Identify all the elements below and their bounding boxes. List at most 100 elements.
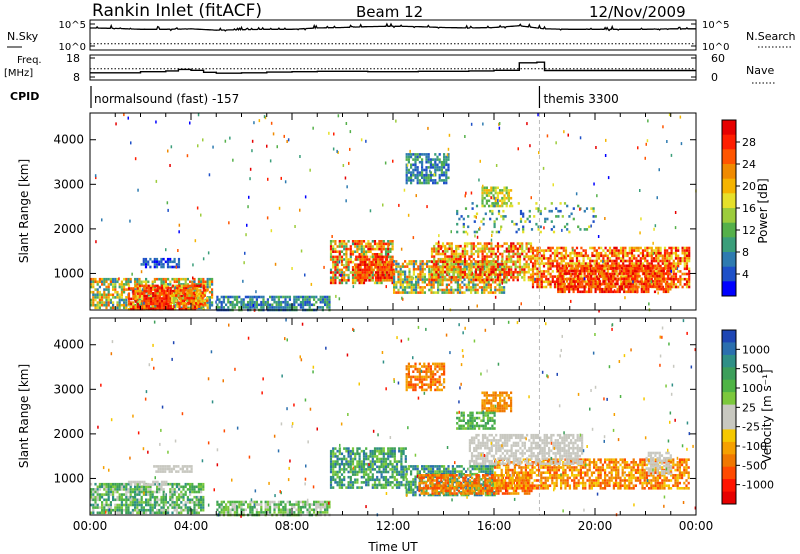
heatmap-cell [637, 146, 639, 150]
heatmap-cell [598, 272, 602, 275]
heatmap-cell [543, 226, 545, 230]
heatmap-cell [475, 230, 479, 234]
heatmap-cell [505, 257, 508, 261]
heatmap-cell [500, 286, 503, 289]
heatmap-cell [361, 268, 364, 272]
heatmap-cell [580, 262, 583, 265]
heatmap-cell [575, 262, 579, 265]
heatmap-cell [203, 299, 206, 303]
heatmap-cell [94, 495, 97, 499]
heatmap-cell [496, 260, 499, 263]
heatmap-cell [637, 285, 640, 289]
heatmap-cell [324, 300, 327, 304]
heatmap-cell [167, 307, 170, 311]
heatmap-cell [450, 268, 453, 271]
heatmap-cell [377, 258, 380, 261]
heatmap-cell [425, 166, 428, 169]
heatmap-cell [347, 266, 350, 269]
heatmap-cell [437, 244, 440, 248]
heatmap-cell [310, 295, 313, 299]
heatmap-cell [389, 250, 392, 253]
heatmap-cell [683, 259, 686, 263]
heatmap-cell [231, 306, 234, 309]
heatmap-cell [522, 230, 525, 234]
heatmap-cell [496, 276, 500, 279]
heatmap-cell [160, 260, 163, 264]
heatmap-cell [598, 285, 602, 288]
heatmap-cell [270, 229, 273, 233]
heatmap-cell [116, 296, 119, 299]
heatmap-cell [492, 273, 495, 276]
heatmap-cell [457, 257, 460, 261]
heatmap-cell [284, 298, 287, 301]
heatmap-cell [530, 196, 532, 200]
heatmap-cell [340, 258, 344, 261]
heatmap-cell [154, 302, 157, 305]
heatmap-cell [562, 280, 565, 284]
heatmap-cell [90, 490, 93, 494]
heatmap-cell [481, 273, 484, 276]
heatmap-cell [560, 280, 563, 284]
heatmap-cell [132, 297, 135, 301]
heatmap-cell [537, 225, 540, 229]
heatmap-cell [660, 287, 663, 291]
heatmap-cell [332, 279, 335, 282]
heatmap-cell [363, 271, 367, 274]
heatmap-cell [175, 299, 178, 303]
heatmap-cell [379, 263, 382, 266]
heatmap-cell [351, 240, 355, 243]
heatmap-cell [650, 254, 653, 258]
heatmap-cell [503, 260, 506, 264]
heatmap-cell [181, 291, 184, 295]
heatmap-cell [459, 278, 462, 282]
heatmap-cell [405, 163, 408, 167]
heatmap-cell [640, 264, 643, 268]
heatmap-cell [395, 265, 398, 268]
heatmap-cell [631, 264, 635, 268]
heatmap-cell [512, 250, 515, 253]
heatmap-cell [497, 199, 499, 203]
heatmap-cell [351, 242, 355, 246]
heatmap-cell [96, 280, 99, 284]
heatmap-cell [490, 263, 493, 266]
heatmap-cell [531, 257, 535, 260]
heatmap-cell [540, 275, 543, 278]
heatmap-cell [380, 279, 383, 282]
heatmap-cell [338, 271, 341, 274]
heatmap-cell [211, 283, 214, 286]
heatmap-cell [542, 272, 546, 276]
heatmap-cell [499, 244, 502, 248]
heatmap-cell [282, 295, 285, 299]
heatmap-cell [645, 280, 648, 283]
heatmap-cell [388, 279, 391, 282]
heatmap-cell [662, 267, 665, 270]
heatmap-cell [587, 280, 591, 283]
heatmap-cell [145, 493, 148, 496]
heatmap-cell [650, 270, 653, 273]
heatmap-cell [342, 164, 345, 167]
heatmap-cell [147, 501, 150, 504]
heatmap-cell [435, 265, 438, 269]
heatmap-cell [199, 289, 202, 292]
heatmap-cell [175, 263, 178, 266]
heatmap-cell [224, 139, 227, 143]
heatmap-cell [227, 298, 230, 301]
heatmap-cell [490, 196, 492, 200]
heatmap-cell [134, 493, 137, 496]
heatmap-cell [435, 276, 438, 279]
heatmap-cell [367, 247, 370, 251]
heatmap-cell [103, 290, 106, 294]
heatmap-cell [642, 264, 646, 268]
heatmap-cell [160, 495, 163, 499]
colorbar-tick-label: 16 [742, 202, 756, 215]
heatmap-cell [639, 262, 642, 265]
heatmap-cell [456, 280, 459, 284]
heatmap-cell [401, 273, 404, 276]
heatmap-cell [401, 296, 403, 300]
heatmap-cell [368, 273, 371, 277]
heatmap-cell [190, 289, 193, 292]
heatmap-cell [151, 283, 154, 286]
heatmap-cell [120, 482, 123, 486]
heatmap-cell [503, 242, 506, 245]
heatmap-cell [358, 281, 361, 285]
